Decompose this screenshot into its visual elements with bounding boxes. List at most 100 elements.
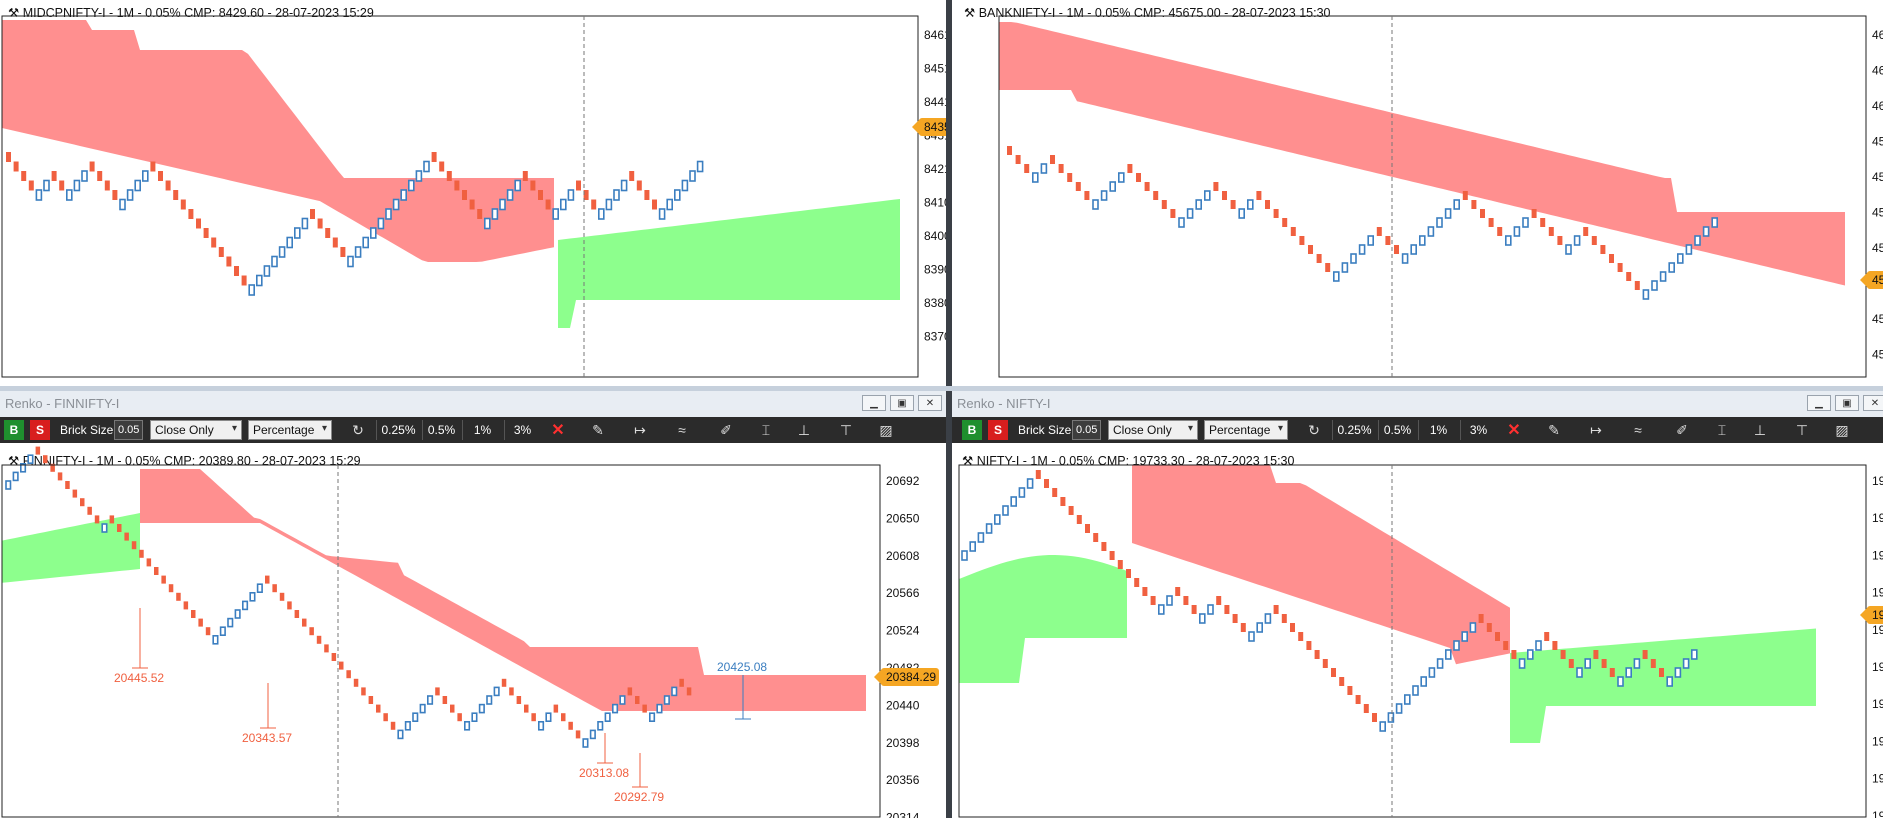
chart-pane-midcpnifty: ⚒ MIDCPNIFTY-I - 1M - 0.05% CMP: 8429.60… bbox=[0, 0, 946, 386]
renko-chart-midcpnifty[interactable]: 8461845184418431842184108400839083808370… bbox=[0, 0, 946, 386]
buy-button[interactable]: B bbox=[962, 420, 982, 440]
percent-button-3[interactable]: 3% bbox=[504, 420, 540, 440]
renko-brick-up bbox=[354, 246, 362, 258]
renko-brick-down bbox=[1117, 560, 1123, 569]
axis-tick-label: 45816 bbox=[1872, 206, 1883, 220]
window-titlebar[interactable]: Renko - NIFTY-I ▁ ▣ ✕ bbox=[952, 391, 1883, 418]
range-icon[interactable]: ↦ bbox=[634, 421, 646, 438]
renko-brick-up bbox=[589, 729, 596, 740]
brick-size-input[interactable]: 0.05 bbox=[114, 420, 144, 440]
renko-brick-down bbox=[1552, 641, 1558, 650]
renko-brick-down bbox=[188, 209, 194, 219]
renko-chart-banknifty[interactable]: 4617446102460314595945887458164574445672… bbox=[952, 0, 1883, 386]
renko-chart-nifty[interactable]: 19848 19823 19797 19772 19746 19720 19695 19669… bbox=[952, 443, 1883, 818]
renko-brick-down bbox=[477, 209, 483, 219]
trend-icon[interactable]: ≈ bbox=[1634, 422, 1642, 438]
window-titlebar[interactable]: Renko - FINNIFTY-I ▁ ▣ ✕ bbox=[0, 391, 946, 418]
axis-tick-label: 20608 bbox=[886, 549, 920, 563]
renko-brick-up bbox=[19, 462, 27, 473]
renko-brick-down bbox=[1060, 497, 1066, 506]
percent-button-2[interactable]: 1% bbox=[462, 420, 502, 440]
brush-icon[interactable]: ✐ bbox=[1676, 421, 1688, 438]
sell-button[interactable]: S bbox=[988, 420, 1008, 440]
level-alt-icon[interactable]: ⊤ bbox=[839, 421, 853, 438]
renko-brick-down bbox=[1376, 227, 1382, 236]
renko-brick-up bbox=[142, 170, 149, 182]
brick-size-input[interactable]: 0.05 bbox=[1072, 420, 1102, 440]
renko-brick-up bbox=[1469, 622, 1477, 633]
pin-icon[interactable]: ⚒ bbox=[962, 454, 974, 468]
minimize-icon[interactable]: ▁ bbox=[1807, 395, 1831, 411]
renko-brick-down bbox=[516, 696, 522, 704]
close-icon[interactable]: ✕ bbox=[918, 395, 942, 411]
buy-button[interactable]: B bbox=[4, 420, 24, 440]
range-icon[interactable]: ↦ bbox=[1590, 421, 1602, 438]
renko-brick-up bbox=[1403, 694, 1411, 705]
renko-brick-down bbox=[1531, 209, 1537, 218]
pin-icon[interactable]: ⚒ bbox=[8, 454, 20, 468]
refresh-icon[interactable]: ↻ bbox=[1308, 421, 1320, 438]
renko-brick-down bbox=[1600, 245, 1606, 254]
vertical-splitter[interactable] bbox=[946, 0, 952, 818]
pin-icon[interactable]: ⚒ bbox=[8, 6, 20, 20]
plot-frame bbox=[1, 15, 919, 378]
candle-icon[interactable]: ⌶ bbox=[1717, 421, 1727, 438]
minimize-icon[interactable]: ▁ bbox=[862, 395, 886, 411]
renko-brick-up bbox=[5, 480, 12, 490]
renko-chart-finnifty[interactable]: 20445.52 20343.57 20313.08 20292.79 20425.08… bbox=[0, 443, 946, 818]
renko-brick-up bbox=[499, 198, 506, 211]
renko-brick-up bbox=[648, 712, 656, 723]
edit-icon[interactable]: ✎ bbox=[592, 421, 604, 438]
renko-brick-down bbox=[1222, 191, 1227, 200]
ichimoku-cloud-bullish bbox=[1510, 628, 1816, 743]
percent-button-3[interactable]: 3% bbox=[1460, 420, 1496, 440]
percent-button-2[interactable]: 1% bbox=[1418, 420, 1458, 440]
sell-button[interactable]: S bbox=[30, 420, 50, 440]
renko-brick-up bbox=[1092, 199, 1099, 210]
layout-icon[interactable]: ▨ bbox=[1835, 421, 1849, 438]
renko-brick-down bbox=[1058, 164, 1064, 173]
percent-button-0[interactable]: 0.25% bbox=[376, 420, 420, 440]
level-alt-icon[interactable]: ⊤ bbox=[1795, 421, 1809, 438]
renko-brick-down bbox=[561, 713, 566, 722]
renko-brick-up bbox=[1040, 163, 1048, 174]
renko-brick-down bbox=[679, 678, 684, 687]
type-select[interactable]: Percentage ▾ bbox=[248, 420, 332, 440]
renko-brick-up bbox=[426, 695, 434, 705]
horizontal-splitter[interactable] bbox=[0, 386, 1883, 391]
price-tag-arrow bbox=[874, 669, 882, 685]
renko-brick-up bbox=[1453, 640, 1460, 651]
renko-brick-down bbox=[545, 199, 551, 210]
renko-brick-down bbox=[346, 670, 351, 679]
renko-brick-up bbox=[66, 189, 73, 201]
layout-icon[interactable]: ▨ bbox=[879, 421, 893, 438]
close-all-icon[interactable]: ✕ bbox=[1507, 422, 1521, 439]
renko-brick-down bbox=[361, 687, 366, 696]
renko-brick-down bbox=[1299, 236, 1305, 245]
close-all-icon[interactable]: ✕ bbox=[551, 422, 565, 439]
axis-tick-label: 20356 bbox=[886, 773, 920, 787]
trend-icon[interactable]: ≈ bbox=[678, 422, 686, 438]
renko-brick-up bbox=[263, 265, 271, 277]
close-icon[interactable]: ✕ bbox=[1863, 395, 1883, 411]
renko-brick-up bbox=[567, 189, 575, 201]
level-icon[interactable]: ⊥ bbox=[1753, 421, 1767, 438]
refresh-icon[interactable]: ↻ bbox=[352, 421, 364, 438]
percent-button-1[interactable]: 0.5% bbox=[1378, 420, 1416, 440]
candle-icon[interactable]: ⌶ bbox=[761, 421, 771, 438]
level-icon[interactable]: ⊥ bbox=[797, 421, 811, 438]
renko-brick-down bbox=[522, 171, 528, 181]
renko-brick-up bbox=[412, 712, 419, 723]
brush-icon[interactable]: ✐ bbox=[720, 421, 732, 438]
renko-brick-down bbox=[1503, 641, 1509, 650]
mode-select[interactable]: Close Only ▾ bbox=[150, 420, 242, 440]
renko-brick-down bbox=[457, 713, 462, 722]
type-select[interactable]: Percentage ▾ bbox=[1204, 420, 1288, 440]
mode-select[interactable]: Close Only ▾ bbox=[1108, 420, 1198, 440]
percent-button-0[interactable]: 0.25% bbox=[1332, 420, 1376, 440]
restore-icon[interactable]: ▣ bbox=[1835, 395, 1859, 411]
restore-icon[interactable]: ▣ bbox=[890, 395, 914, 411]
percent-button-1[interactable]: 0.5% bbox=[422, 420, 460, 440]
pin-icon[interactable]: ⚒ bbox=[964, 6, 976, 20]
edit-icon[interactable]: ✎ bbox=[1548, 421, 1560, 438]
